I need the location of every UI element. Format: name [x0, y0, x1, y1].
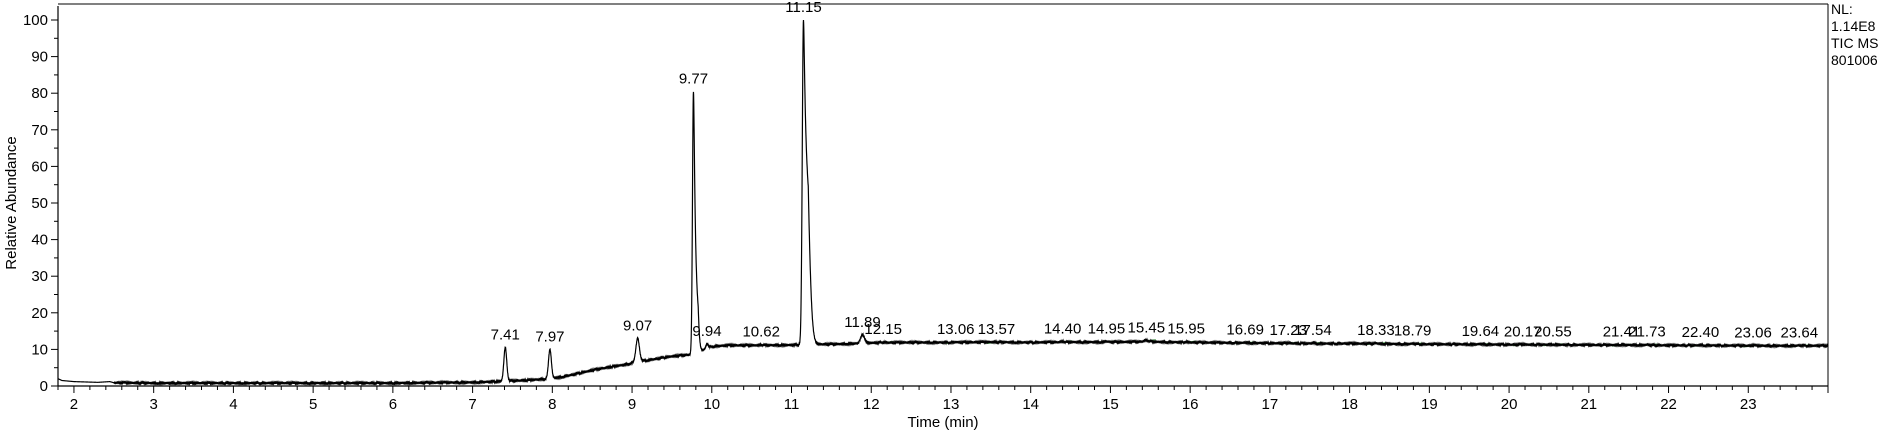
x-tick-label: 22	[1660, 396, 1677, 413]
x-axis-title: Time (min)	[907, 414, 978, 431]
x-tick-label: 21	[1580, 396, 1597, 413]
chromatogram-trace	[57, 19, 1829, 387]
x-tick-label: 9	[628, 396, 636, 413]
y-tick-label: 90	[31, 49, 48, 66]
y-tick-label: 40	[31, 232, 48, 249]
peak-labels: 7.41 7.97 9.07 9.77 9.94 10.62 11.15 11.8912.15…	[491, 0, 1818, 345]
peak-label: 17.54	[1294, 322, 1332, 339]
peak-label: 10.62	[742, 324, 780, 341]
y-axis-ticks: 0 10 20 30 40 50 60 70 80 90 100	[23, 12, 58, 395]
info-line-normalization: 1.14E8	[1831, 18, 1876, 34]
x-tick-label: 13	[943, 396, 960, 413]
peak-label: 21.73	[1628, 324, 1666, 341]
x-tick-label: 7	[468, 396, 476, 413]
peak-label: 12.15	[864, 321, 902, 338]
y-tick-label: 100	[23, 12, 48, 29]
axes-layer	[57, 3, 1829, 387]
x-tick-label: 19	[1421, 396, 1438, 413]
peak-label: 9.94	[692, 323, 721, 340]
x-tick-label: 17	[1262, 396, 1279, 413]
x-tick-label: 10	[703, 396, 720, 413]
peak-label: 7.97	[535, 328, 564, 345]
x-tick-label: 4	[229, 396, 237, 413]
y-tick-label: 60	[31, 158, 48, 175]
peak-label: 13.06	[937, 321, 975, 338]
peak-label: 13.57	[978, 321, 1016, 338]
peak-label: 21.41	[1603, 324, 1641, 341]
info-line-scan-type: TIC MS	[1831, 35, 1878, 51]
x-tick-label: 12	[863, 396, 880, 413]
peak-label: 9.77	[679, 70, 708, 87]
peak-label: 19.64	[1462, 323, 1500, 340]
y-tick-label: 80	[31, 85, 48, 102]
x-tick-label: 8	[548, 396, 556, 413]
peak-label: 23.06	[1734, 324, 1772, 341]
x-tick-label: 2	[70, 396, 78, 413]
x-tick-label: 6	[389, 396, 397, 413]
peak-label: 15.95	[1167, 321, 1205, 338]
y-tick-label: 70	[31, 122, 48, 139]
x-tick-label: 14	[1022, 396, 1039, 413]
y-axis-title: Relative Abundance	[3, 136, 20, 269]
x-tick-label: 3	[150, 396, 158, 413]
x-tick-label: 5	[309, 396, 317, 413]
x-tick-label: 11	[784, 396, 800, 413]
peak-label: 18.79	[1394, 323, 1432, 340]
peak-label: 14.40	[1044, 320, 1082, 337]
peak-label: 9.07	[623, 317, 652, 334]
x-tick-label: 20	[1501, 396, 1518, 413]
y-tick-label: 10	[31, 341, 48, 358]
peak-label: 17.23	[1269, 322, 1307, 339]
x-tick-label: 15	[1102, 396, 1119, 413]
info-line-file-id: 801006	[1831, 52, 1878, 68]
info-line-nl: NL:	[1831, 1, 1853, 17]
peak-label: 20.55	[1534, 323, 1572, 340]
x-tick-label: 16	[1182, 396, 1199, 413]
x-axis-ticks: 2 3 4 5 6 7 8 9 10 11 12 13 14 15 16 17 18 19 20 21 22 23	[57, 386, 1829, 413]
peak-label: 11.89	[844, 314, 880, 331]
peak-label: 11.15	[785, 0, 821, 16]
y-tick-label: 30	[31, 268, 48, 285]
peak-label: 14.95	[1088, 320, 1126, 337]
x-tick-label: 23	[1740, 396, 1757, 413]
peak-label: 15.45	[1128, 319, 1166, 336]
peak-label: 7.41	[491, 327, 520, 344]
peak-label: 18.33	[1357, 322, 1395, 339]
peak-label: 22.40	[1682, 324, 1720, 341]
x-tick-label: 18	[1341, 396, 1358, 413]
peak-label: 23.64	[1781, 324, 1819, 341]
y-tick-label: 50	[31, 195, 48, 212]
peak-label: 16.69	[1226, 321, 1264, 338]
scan-info-block: NL: 1.14E8 TIC MS 801006	[1831, 1, 1878, 68]
y-tick-label: 0	[40, 378, 48, 395]
y-tick-label: 20	[31, 305, 48, 322]
peak-label: 20.17	[1504, 323, 1542, 340]
